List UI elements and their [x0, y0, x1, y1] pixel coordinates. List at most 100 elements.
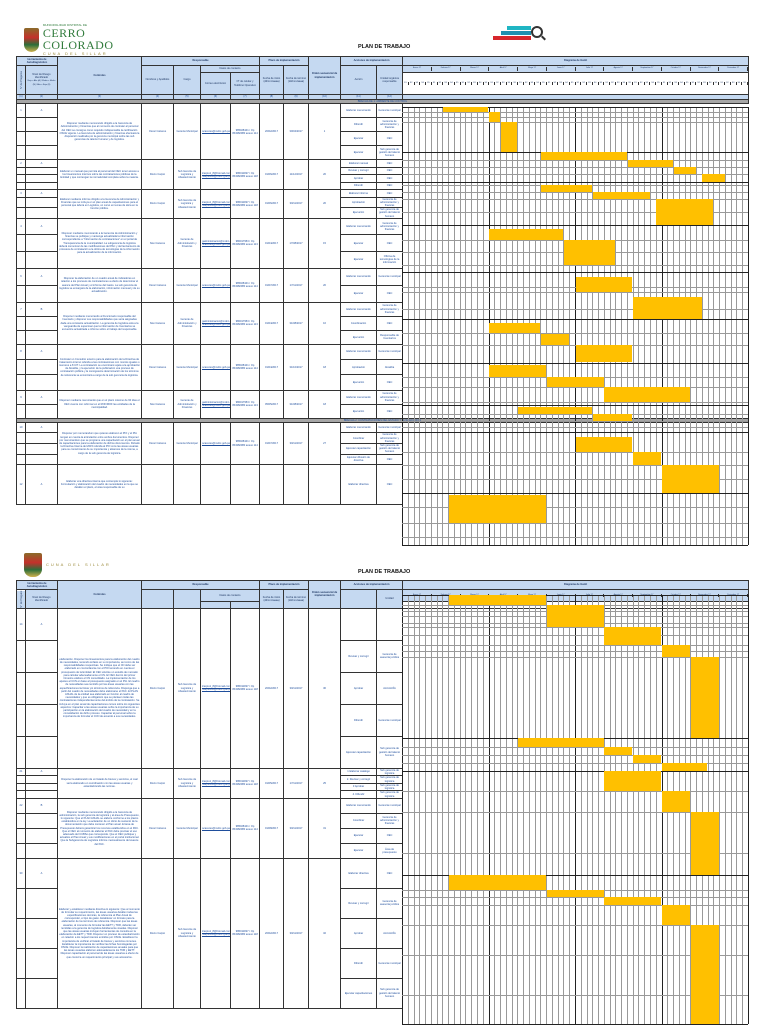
contact-email[interactable]: gadministracion@mdcc.gob.pe; ncaceres@md…	[200, 217, 231, 269]
week-header: S5	[685, 81, 691, 86]
end-date: 30/11/2017	[283, 607, 310, 769]
responsible-unit: Gerencia municipal	[376, 267, 404, 286]
responsible-unit: Gerencia municipal	[376, 103, 404, 119]
contact-email[interactable]	[200, 464, 231, 506]
contact-email[interactable]: lcarpio1_8@hotmail.com; rcarpiocce@mdcc.…	[200, 607, 231, 769]
month-header: Febrero 17	[432, 67, 461, 71]
sequence-order: 20	[308, 159, 342, 191]
header-datos-contacto: Datos de contacto	[199, 589, 261, 602]
contact-email[interactable]: ocaceres@mdcc.gob.pe	[200, 343, 231, 391]
week-header: S4	[535, 81, 542, 86]
header-correo	[200, 600, 231, 609]
contact-email[interactable]: gadministracion@mdcc.gob.pe; ncaceres@md…	[200, 389, 231, 419]
header-nivel-riesgo: Nivel de Riesgo Identificado	[25, 589, 58, 609]
contact-email[interactable]: ocaceres@mdcc.gob.pe	[200, 421, 231, 466]
responsible-unit: Gerencia de administración y finanzas	[376, 301, 404, 317]
action-name: Ejecutar difusión de directiva	[340, 453, 378, 466]
action-name: Ejecutar	[340, 145, 378, 161]
responsible-role: Gerente Municipal	[173, 421, 201, 466]
header-unidad: Unidad orgánica responsable	[376, 65, 404, 95]
table-row: Ejecutar capacitación Sub gerencia de ges…	[16, 735, 749, 769]
responsible-role: Sub Gerente de Logística y Abastecimient…	[173, 857, 201, 1009]
responsible-unit: OEC	[376, 131, 404, 147]
question-number	[16, 359, 26, 376]
header-n-pregunta: N° de Pregunta	[16, 65, 26, 95]
responsible-unit: Sub gerencia de logística	[376, 767, 404, 777]
question-number	[16, 117, 26, 133]
contact-email[interactable]: lcarpio1_8@hotmail.com; rcarpiocce@mdcc.…	[200, 159, 231, 191]
week-header: S1	[547, 81, 553, 86]
responsible-unit: Sub gerencia de logística	[376, 790, 404, 799]
start-date: 01/04/2017	[259, 301, 285, 345]
week-header: S2	[553, 81, 559, 86]
responsible-unit: OEC	[376, 857, 404, 889]
risk-level	[25, 131, 58, 147]
gantt-bar	[690, 812, 719, 875]
risk-level: A	[25, 103, 58, 119]
contact-email[interactable]: lcarpio1_8@hotmail.com; rcarpiocce@mdcc.…	[200, 767, 231, 799]
start-date: 01/05/2017	[259, 767, 285, 799]
responsible-unit: OEC	[376, 315, 404, 331]
action-name: Coordinar	[340, 432, 378, 444]
logo-subtitle: CUNA DEL SILLAR	[46, 562, 111, 567]
month-header: Diciembre 17	[719, 67, 748, 71]
header-responsable: Responsable	[140, 56, 261, 66]
control-text: Elaborar mediante informe dirigido a la …	[57, 189, 142, 219]
week-header: S5	[742, 81, 748, 86]
week-header: S2	[524, 81, 530, 86]
question-number	[16, 842, 26, 859]
sequence-order: 15	[308, 217, 342, 269]
risk-level: B	[25, 301, 58, 317]
section-label: BRECHA DE 1: AMBIENTE DE CONTROL	[15, 98, 750, 105]
question-number	[16, 234, 26, 253]
responsible-name: Oscar Cáceres	[141, 267, 174, 303]
contact-email[interactable]: lcarpio1_8@hotmail.com; rcarpiocce@mdcc.…	[200, 189, 231, 219]
question-number	[16, 790, 26, 799]
responsible-unit: OEC	[376, 464, 404, 506]
week-header: S1	[662, 81, 668, 86]
header-unidad: Unidad	[376, 589, 404, 609]
action-name: Coordinación	[340, 315, 378, 331]
gantt-bar	[489, 323, 541, 333]
week-header: S4	[449, 81, 455, 86]
week-header: S2	[466, 81, 473, 86]
contact-email[interactable]: gadministracion@mdcc.gob.pe; ncaceres@md…	[200, 301, 231, 345]
responsible-unit: Alcaldía	[376, 359, 404, 376]
question-number	[16, 145, 26, 161]
gantt-bar	[633, 452, 662, 465]
gantt-bar	[517, 738, 604, 747]
control-text: Disponer mediante memorando a la Gerenci…	[57, 217, 142, 269]
contact-email[interactable]: ocaceres@mdcc.gob.pe	[200, 797, 231, 859]
risk-level	[25, 812, 58, 829]
header-datos-contacto: Datos de contacto	[199, 65, 261, 73]
header-orden: Orden secuencial de implementación	[308, 580, 342, 609]
sequence-order: 31	[308, 797, 342, 859]
risk-level: B	[25, 797, 58, 814]
table-row: Difundir OEC	[16, 181, 749, 191]
month-header: Marzo 17	[461, 67, 490, 71]
gantt-bar	[604, 771, 662, 791]
week-header: S4	[507, 81, 513, 86]
header-fecha-inicio: Fecha de inicio (dd/mm/aaaa)	[259, 589, 285, 609]
week-header: S2	[639, 81, 645, 86]
month-header: Abril 17	[489, 67, 519, 71]
responsible-unit: Sub gerencia de gestión del talento huma…	[376, 207, 404, 219]
action-name	[340, 607, 378, 641]
contact-email[interactable]: ocaceres@mdcc.gob.pe	[200, 267, 231, 303]
start-date: 01/06/2017	[259, 189, 285, 219]
question-number	[16, 782, 26, 792]
risk-level	[25, 432, 58, 444]
responsible-role: Gerente de Administración y Finanzas	[173, 389, 201, 419]
risk-level	[25, 374, 58, 391]
responsible-unit: Gerencia municipal	[376, 797, 404, 814]
action-name: Revisar y corregir	[340, 639, 378, 673]
sequence-order: 16	[308, 301, 342, 345]
action-name: Elaborar memorando	[340, 103, 378, 119]
table-row: Revisar y corregir Gerencia de asesoría j…	[16, 639, 749, 673]
question-number	[16, 977, 26, 1009]
week-header: S2	[581, 81, 588, 86]
contact-email[interactable]: lcarpio1_8@hotmail.com; rcarpiocce@mdcc.…	[200, 857, 231, 1009]
contact-email[interactable]: ocaceres@mdcc.gob.pe	[200, 103, 231, 161]
gantt-chart	[402, 107, 749, 546]
